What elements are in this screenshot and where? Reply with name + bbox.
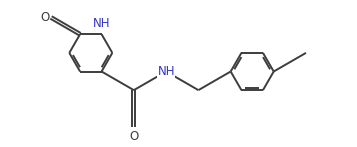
Text: O: O <box>40 11 49 24</box>
Text: O: O <box>129 130 139 143</box>
Text: NH: NH <box>93 17 110 30</box>
Text: NH: NH <box>157 65 175 78</box>
